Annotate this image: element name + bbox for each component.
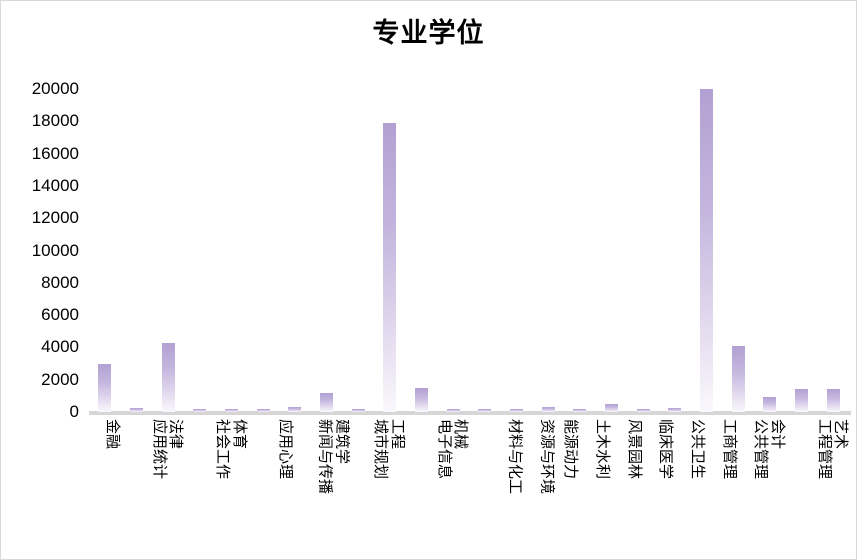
bar[interactable] [130, 407, 143, 412]
y-axis-tick: 0 [69, 402, 79, 421]
bar[interactable] [478, 408, 492, 412]
bar[interactable] [161, 343, 175, 412]
x-axis-label: 体育 [230, 419, 248, 450]
bar-slot [374, 89, 406, 412]
bar-slot [532, 89, 564, 412]
x-label-slot: 风景园林 [596, 417, 643, 557]
bar-slot [342, 89, 374, 412]
bar[interactable] [351, 408, 365, 412]
bar[interactable] [731, 345, 745, 412]
x-axis-label: 工程 [388, 419, 406, 450]
x-label-slot: 材料与化工 [469, 417, 523, 557]
bar[interactable] [415, 387, 429, 412]
bar[interactable] [225, 408, 239, 412]
y-axis-tick: 6000 [41, 305, 79, 325]
bar-slot [311, 89, 343, 412]
y-axis-tick: 2000 [41, 369, 79, 389]
bar[interactable] [795, 388, 809, 412]
bar[interactable] [193, 408, 207, 412]
bar[interactable] [605, 404, 619, 412]
bar[interactable] [383, 122, 397, 412]
bar-slot [564, 89, 596, 412]
x-label-slot: 土木水利 [564, 417, 611, 557]
bar-slot [659, 89, 691, 412]
x-axis-label: 艺术 [832, 419, 850, 450]
y-axis: 20000 18000 16000 14000 12000 10000 8000 6000 40… [7, 79, 85, 421]
y-axis-tick: 14000 [31, 175, 79, 195]
x-label-slot: 电子信息 [406, 417, 453, 557]
bar-slot [89, 89, 121, 412]
x-axis-line [89, 411, 851, 415]
bar[interactable] [446, 408, 460, 412]
x-label-slot: 能源动力 [532, 417, 579, 557]
x-label-slot: 资源与环境 [501, 417, 555, 557]
bar[interactable] [320, 392, 334, 412]
bar[interactable] [668, 408, 682, 412]
y-axis-tick: 18000 [31, 111, 79, 131]
bar[interactable] [98, 363, 112, 412]
y-axis-tick: 4000 [41, 337, 79, 357]
x-axis-labels: 金融 应用统计 法律 社会工作 体育 应用心理 新闻与传播 建筑学 城市规划 工程 电子信息 机械 材料… [89, 417, 849, 557]
x-label-slot: 建筑学 [311, 417, 350, 557]
x-label-slot: 公共卫生 [659, 417, 706, 557]
bar-slot [817, 89, 849, 412]
bar[interactable] [288, 406, 302, 412]
x-label-slot: 金融 [89, 417, 121, 557]
x-label-slot: 应用统计 [121, 417, 168, 557]
x-axis-label: 法律 [167, 419, 185, 450]
x-label-slot: 法律 [152, 417, 184, 557]
y-axis-tick: 8000 [41, 272, 79, 292]
bar[interactable] [510, 408, 524, 412]
bar[interactable] [700, 89, 714, 412]
bar-slot [279, 89, 311, 412]
x-label-slot: 艺术 [817, 417, 849, 557]
bar-slot [121, 89, 153, 412]
x-label-slot: 新闻与传播 [279, 417, 333, 557]
plot-area [89, 89, 849, 412]
bar-slot [247, 89, 279, 412]
bar-slot [722, 89, 754, 412]
x-label-slot: 社会工作 [184, 417, 231, 557]
bar[interactable] [256, 408, 270, 412]
bar-slot [184, 89, 216, 412]
x-label-slot: 应用心理 [247, 417, 294, 557]
x-label-slot: 机械 [437, 417, 469, 557]
x-axis-label: 金融 [103, 419, 121, 450]
bar-slot [152, 89, 184, 412]
bar-slot [596, 89, 628, 412]
bar-slot [501, 89, 533, 412]
x-label-slot: 城市规划 [342, 417, 389, 557]
y-axis-tick: 10000 [31, 240, 79, 260]
x-label-slot: 工程 [374, 417, 406, 557]
bar-slot [216, 89, 248, 412]
chart-title: 专业学位 [372, 18, 485, 48]
x-label-slot: 会计 [754, 417, 786, 557]
y-axis-tick: 16000 [31, 143, 79, 163]
y-axis-tick: 12000 [31, 208, 79, 228]
bar[interactable] [573, 408, 587, 412]
bar-slot [469, 89, 501, 412]
x-axis-label: 会计 [768, 419, 786, 450]
bar-series [89, 89, 849, 412]
x-label-slot: 工程管理 [786, 417, 833, 557]
bar[interactable] [826, 389, 840, 412]
bar-slot [754, 89, 786, 412]
bar-slot [786, 89, 818, 412]
x-label-slot: 公共管理 [722, 417, 769, 557]
bar[interactable] [763, 396, 777, 412]
x-label-slot: 临床医学 [627, 417, 674, 557]
bar-slot [627, 89, 659, 412]
bar[interactable] [636, 408, 650, 412]
bar-slot [691, 89, 723, 412]
bar-slot [437, 89, 469, 412]
x-label-slot: 体育 [216, 417, 248, 557]
x-label-slot: 工商管理 [691, 417, 738, 557]
bar-slot [406, 89, 438, 412]
x-axis-label: 机械 [452, 419, 470, 450]
y-axis-tick: 20000 [31, 79, 79, 98]
bar[interactable] [541, 407, 555, 412]
